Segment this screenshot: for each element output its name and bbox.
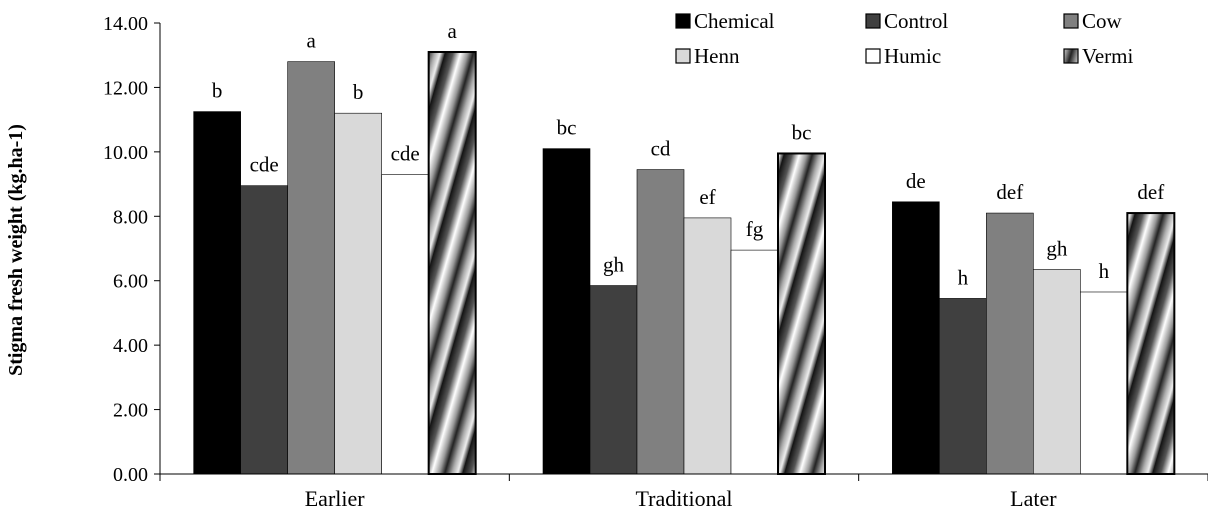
legend-swatch xyxy=(865,13,881,29)
bar-data-label: def xyxy=(996,180,1023,204)
bar-data-label: ef xyxy=(699,185,715,209)
y-axis-label: Stigma fresh weight (kg.ha-1) xyxy=(5,124,27,376)
y-tick-label: 12.00 xyxy=(103,77,148,99)
bar-data-label: bc xyxy=(557,116,577,140)
bar-data-label: gh xyxy=(603,253,625,277)
legend-label: Chemical xyxy=(694,9,775,33)
x-tick-label: Traditional xyxy=(636,486,733,511)
y-tick-label: 14.00 xyxy=(103,13,148,35)
bar-data-label: h xyxy=(958,265,969,289)
y-tick-label: 8.00 xyxy=(113,206,148,228)
bar-henn xyxy=(683,217,732,475)
bar-data-label: cde xyxy=(250,153,279,177)
bar-data-label: def xyxy=(1137,180,1164,204)
legend-swatch xyxy=(865,48,881,64)
bar-data-label: h xyxy=(1099,259,1110,283)
bar-humic xyxy=(1080,291,1128,475)
bar-cow xyxy=(986,212,1034,475)
bar-humic xyxy=(381,174,429,475)
bar-vermi xyxy=(427,50,477,475)
y-tick-label: 6.00 xyxy=(113,271,148,293)
x-axis: Earlier Traditional Later xyxy=(159,473,1208,511)
bar-control xyxy=(589,285,638,475)
bar-data-label: fg xyxy=(746,217,764,241)
legend-label: Vermi xyxy=(1082,44,1133,68)
bar-henn xyxy=(334,112,382,475)
bar-data-label: a xyxy=(448,19,458,43)
bar-vermi xyxy=(777,152,826,475)
legend-swatch xyxy=(1063,48,1079,64)
bar-chemical xyxy=(193,111,241,475)
legend-label: Henn xyxy=(694,44,740,68)
legend-label: Control xyxy=(884,9,948,33)
bar-data-label: b xyxy=(353,80,364,104)
y-tick-label: 4.00 xyxy=(113,335,148,357)
y-tick-label: 0.00 xyxy=(113,464,148,486)
bar-data-label: cde xyxy=(391,141,420,165)
y-tick-label: 10.00 xyxy=(103,142,148,164)
legend-label: Humic xyxy=(884,44,941,68)
y-tick-label: 2.00 xyxy=(113,400,148,422)
legend-swatch xyxy=(675,13,691,29)
bar-cow xyxy=(636,169,685,475)
bar-control xyxy=(939,298,987,475)
bar-henn xyxy=(1033,269,1081,475)
bar-data-label: cd xyxy=(651,137,671,161)
x-tick-label: Earlier xyxy=(305,486,366,511)
bar-vermi xyxy=(1126,212,1176,475)
legend: Chemical Control Cow Henn Humic Vermi xyxy=(675,9,1133,68)
bar-data-label: de xyxy=(906,169,926,193)
bar-control xyxy=(240,185,288,475)
bar-chemical xyxy=(542,148,591,475)
x-tick-label: Later xyxy=(1010,486,1057,511)
bar-data-label: gh xyxy=(1046,236,1068,260)
bar-chemical xyxy=(892,201,940,475)
legend-swatch xyxy=(675,48,691,64)
bar-data-label: a xyxy=(307,29,317,53)
bar-data-label: bc xyxy=(792,120,812,144)
bar-data-label: b xyxy=(212,79,223,103)
legend-label: Cow xyxy=(1082,9,1123,33)
legend-swatch xyxy=(1063,13,1079,29)
bar-cow xyxy=(287,61,335,475)
bar-humic xyxy=(730,249,779,475)
y-axis: 0.00 2.00 4.00 6.00 8.00 10.00 12.00 14.00 xyxy=(103,13,161,486)
